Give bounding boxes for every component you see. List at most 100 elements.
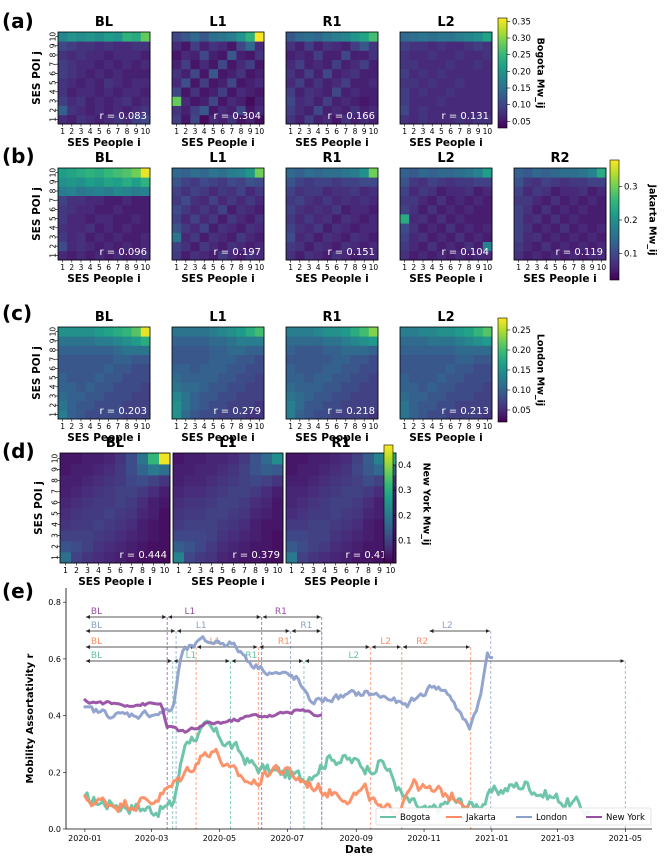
heatmap-cell [455, 382, 465, 392]
heatmap-cell [208, 336, 219, 346]
heatmap-cell [297, 552, 309, 564]
heatmap-frame [57, 31, 151, 125]
heatmap-cell [446, 363, 456, 374]
heatmap-cell [359, 354, 370, 365]
heatmap-cell [341, 373, 351, 383]
heatmap-cell [58, 382, 68, 392]
heatmap-cell [104, 453, 116, 465]
heatmap-cell [400, 391, 410, 401]
y-tick-label: 3 [49, 393, 58, 398]
heatmap-cell [409, 336, 419, 346]
x-tick-label: 3 [79, 422, 84, 431]
heatmap-cell [67, 223, 77, 233]
heatmap-cell [464, 87, 474, 97]
heatmap-cell [514, 250, 524, 261]
heatmap-cell [313, 327, 324, 337]
x-tick-label: 2 [300, 566, 305, 575]
heatmap-cell [195, 475, 207, 487]
heatmap-cell [217, 541, 229, 553]
heatmap-cell [427, 214, 438, 224]
heatmap-cell [446, 241, 456, 252]
heatmap-title: R2 [550, 151, 569, 166]
heatmap-cell [350, 382, 360, 392]
heatmap-cell [359, 391, 370, 401]
heatmap-cell [350, 336, 360, 346]
heatmap-cell [173, 530, 185, 542]
correlation-label: r = 0.203 [100, 406, 147, 417]
heatmap-cell [409, 223, 419, 233]
heatmap-cell [514, 168, 524, 178]
heatmap-cell [67, 232, 77, 242]
heatmap-cell [85, 195, 96, 206]
heatmap-cell [352, 464, 364, 476]
heatmap-cell [304, 78, 314, 88]
heatmap-cell [350, 327, 360, 337]
heatmap-cell [322, 114, 333, 125]
heatmap-cell [341, 96, 351, 106]
x-axis-label: SES People i [409, 432, 482, 444]
heatmap-cell [140, 177, 151, 187]
heatmap-cell [341, 382, 351, 392]
x-tick-label: 10 [369, 263, 379, 272]
heatmap-cell [58, 50, 68, 60]
x-tick-label: 6 [220, 422, 225, 431]
heatmap-cell [359, 177, 370, 187]
heatmap-cell [409, 68, 419, 79]
y-tick-label: 6 [49, 207, 58, 212]
heatmap-cell [359, 41, 370, 51]
heatmap-cell [341, 409, 351, 420]
heatmap-cell [482, 41, 493, 51]
heatmap-cell [455, 204, 465, 215]
heatmap-cell [140, 336, 151, 346]
heatmap-cell [308, 508, 320, 520]
colorbar-tick-label: 0.4 [398, 461, 412, 471]
heatmap-cell [286, 232, 296, 242]
heatmap-cell [286, 508, 298, 520]
x-tick-label: 4 [96, 566, 101, 575]
x-tick-label: 4 [430, 422, 435, 431]
heatmap-cell [113, 105, 123, 116]
heatmap-cell [297, 453, 309, 465]
heatmap-cell [400, 382, 410, 392]
heatmap-cell [446, 68, 456, 79]
heatmap-cell [368, 363, 379, 374]
heatmap-cell [464, 105, 474, 116]
heatmap-cell [322, 345, 333, 355]
heatmap-cell [359, 96, 370, 106]
heatmap-cell [482, 177, 493, 187]
heatmap-cell [58, 204, 68, 215]
heatmap-cell [261, 453, 273, 465]
heatmap-cell [104, 186, 114, 196]
heatmap-cell [304, 96, 314, 106]
heatmap-cell [332, 78, 342, 88]
heatmap-cell [190, 78, 200, 88]
heatmap-cell [173, 541, 185, 553]
heatmap-cell [76, 204, 86, 215]
heatmap-cell [227, 50, 237, 60]
heatmap-cell [409, 195, 419, 206]
y-axis-label: SES POI j [31, 346, 43, 400]
heatmap-cell [569, 241, 579, 252]
heatmap-cell [60, 475, 72, 487]
heatmap-cell [85, 177, 96, 187]
heatmap-cell [332, 195, 342, 206]
heatmap-cell [409, 214, 419, 224]
x-tick-label: 4 [316, 263, 321, 272]
x-tick-label: 7 [229, 422, 234, 431]
heatmap-cell [427, 186, 438, 196]
x-tick-label: 10 [273, 566, 283, 575]
heatmap-cell [446, 327, 456, 337]
heatmap-cell [195, 486, 207, 498]
heatmap-cell [427, 87, 438, 97]
heatmap-cell [113, 223, 123, 233]
legend-entry: Bogota [400, 813, 430, 823]
x-tick-label: 8 [125, 263, 130, 272]
heatmap-cell [67, 41, 77, 51]
heatmap-cell [85, 204, 96, 215]
heatmap-title: L1 [209, 151, 226, 166]
x-axis-label: SES People i [181, 432, 254, 444]
heatmap-cell [131, 354, 142, 365]
heatmap-cell [587, 232, 598, 242]
